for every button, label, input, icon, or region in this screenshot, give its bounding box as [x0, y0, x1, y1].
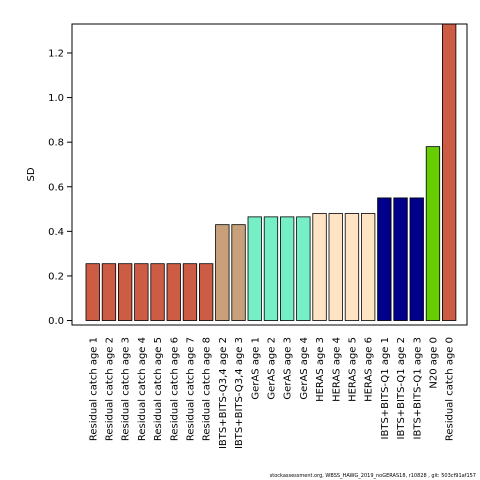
x-tick-label: Residual catch age 4 [137, 337, 148, 441]
bar [101, 263, 117, 321]
x-tick-label: Residual catch age 6 [169, 337, 180, 441]
y-tick-label: 0.6 [48, 182, 64, 193]
x-tick-label: Residual catch age 8 [202, 337, 213, 441]
x-tick-label: Residual catch age 5 [153, 337, 164, 441]
x-tick-label: GerAS age 2 [266, 337, 277, 400]
x-tick-label: GerAS age 1 [250, 337, 261, 400]
bar [409, 197, 424, 321]
bar [296, 216, 311, 321]
x-tick-label: IBTS+BITS-Q1 age 3 [412, 337, 423, 439]
bar [247, 216, 262, 321]
y-axis-title: SD [26, 167, 37, 181]
x-tick-label: HERAS age 6 [364, 337, 375, 402]
x-tick-label: N20 age 0 [428, 337, 439, 389]
bar [166, 263, 181, 321]
bar [312, 213, 327, 321]
x-tick-label: Residual catch age 3 [121, 337, 132, 441]
x-tick-label: IBTS+BITS-Q3,4 age 3 [234, 337, 245, 449]
bar [118, 263, 133, 321]
bar [182, 263, 198, 321]
y-tick-label: 1.0 [48, 93, 64, 104]
bar [360, 213, 376, 321]
bar [328, 213, 343, 321]
bar [377, 197, 392, 321]
x-tick-label: Residual catch age 0 [445, 337, 456, 441]
y-axis: 0.0 0.2 0.4 0.6 0.8 1.0 1.2 [48, 48, 72, 327]
x-tick-label: Residual catch age 1 [88, 337, 99, 441]
y-tick-label: 1.2 [48, 48, 64, 59]
x-tick-label: HERAS age 5 [347, 337, 358, 402]
bars [85, 23, 457, 321]
x-tick-label: HERAS age 4 [331, 337, 342, 402]
bar [425, 146, 441, 321]
x-tick-label: GerAS age 4 [299, 337, 310, 400]
bar [198, 263, 214, 321]
bar [263, 216, 279, 321]
x-tick-label: HERAS age 3 [315, 337, 326, 402]
x-tick-label: IBTS+BITS-Q1 age 2 [396, 337, 407, 439]
bar [134, 263, 149, 321]
bar [393, 197, 408, 321]
x-tick-label: IBTS+BITS-Q3,4 age 2 [218, 337, 229, 449]
bar [231, 224, 246, 321]
bar [85, 263, 100, 321]
x-tick-label: Residual catch age 2 [104, 337, 115, 441]
y-tick-label: 0.2 [48, 271, 64, 282]
footer-credit: stockassessment.org, WBSS_HAWG_2019_noGE… [269, 473, 476, 479]
x-axis-labels: Residual catch age 1 Residual catch age 2… [88, 337, 455, 449]
x-tick-label: Residual catch age 7 [185, 337, 196, 441]
x-tick-label: IBTS+BITS-Q1 age 1 [380, 337, 391, 439]
y-tick-label: 0.8 [48, 138, 64, 149]
x-tick-label: GerAS age 3 [283, 337, 294, 400]
plot-frame [71, 23, 468, 326]
y-tick-label: 0.4 [48, 227, 64, 238]
bar [279, 216, 295, 321]
bar [150, 263, 165, 321]
bar [441, 23, 457, 321]
bar [215, 224, 230, 321]
bar [344, 213, 360, 321]
y-tick-label: 0.0 [48, 316, 64, 327]
